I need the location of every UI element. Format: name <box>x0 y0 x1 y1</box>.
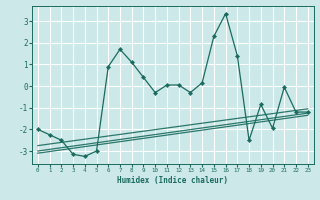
X-axis label: Humidex (Indice chaleur): Humidex (Indice chaleur) <box>117 176 228 185</box>
